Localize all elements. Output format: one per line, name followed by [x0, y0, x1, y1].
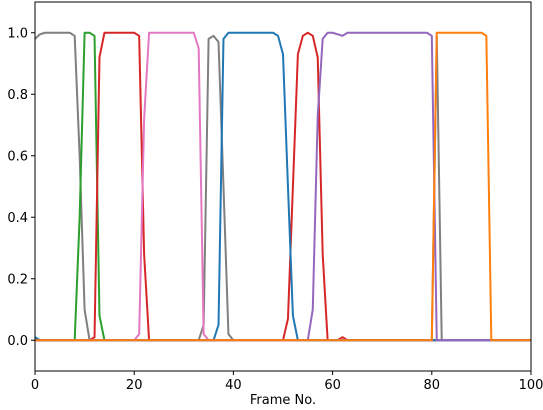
y-axis: 0.0 0.2 0.4 0.6 0.8 1.0 [7, 26, 35, 349]
x-tick-label: 40 [225, 378, 242, 393]
x-axis: 0 20 40 60 80 100 [31, 371, 543, 393]
series-line-6 [35, 31, 531, 342]
series-line-7 [35, 31, 531, 342]
x-tick-label: 80 [424, 378, 441, 393]
y-tick-label: 0.4 [7, 211, 28, 226]
x-axis-label: Frame No. [250, 393, 316, 408]
plot-area-frame [34, 1, 532, 372]
x-tick-label: 60 [324, 378, 341, 393]
y-tick-label: 0.6 [7, 149, 28, 164]
y-tick-label: 0.2 [7, 272, 28, 287]
x-tick-label: 20 [126, 378, 143, 393]
x-tick-label: 100 [519, 378, 543, 393]
y-tick-label: 0.0 [7, 334, 28, 349]
series-line-4 [35, 31, 531, 342]
y-tick-label: 0.8 [7, 88, 28, 103]
x-tick-label: 0 [31, 378, 39, 393]
y-tick-label: 1.0 [7, 26, 28, 41]
series-layer [34, 31, 531, 342]
series-line-2 [35, 31, 531, 342]
